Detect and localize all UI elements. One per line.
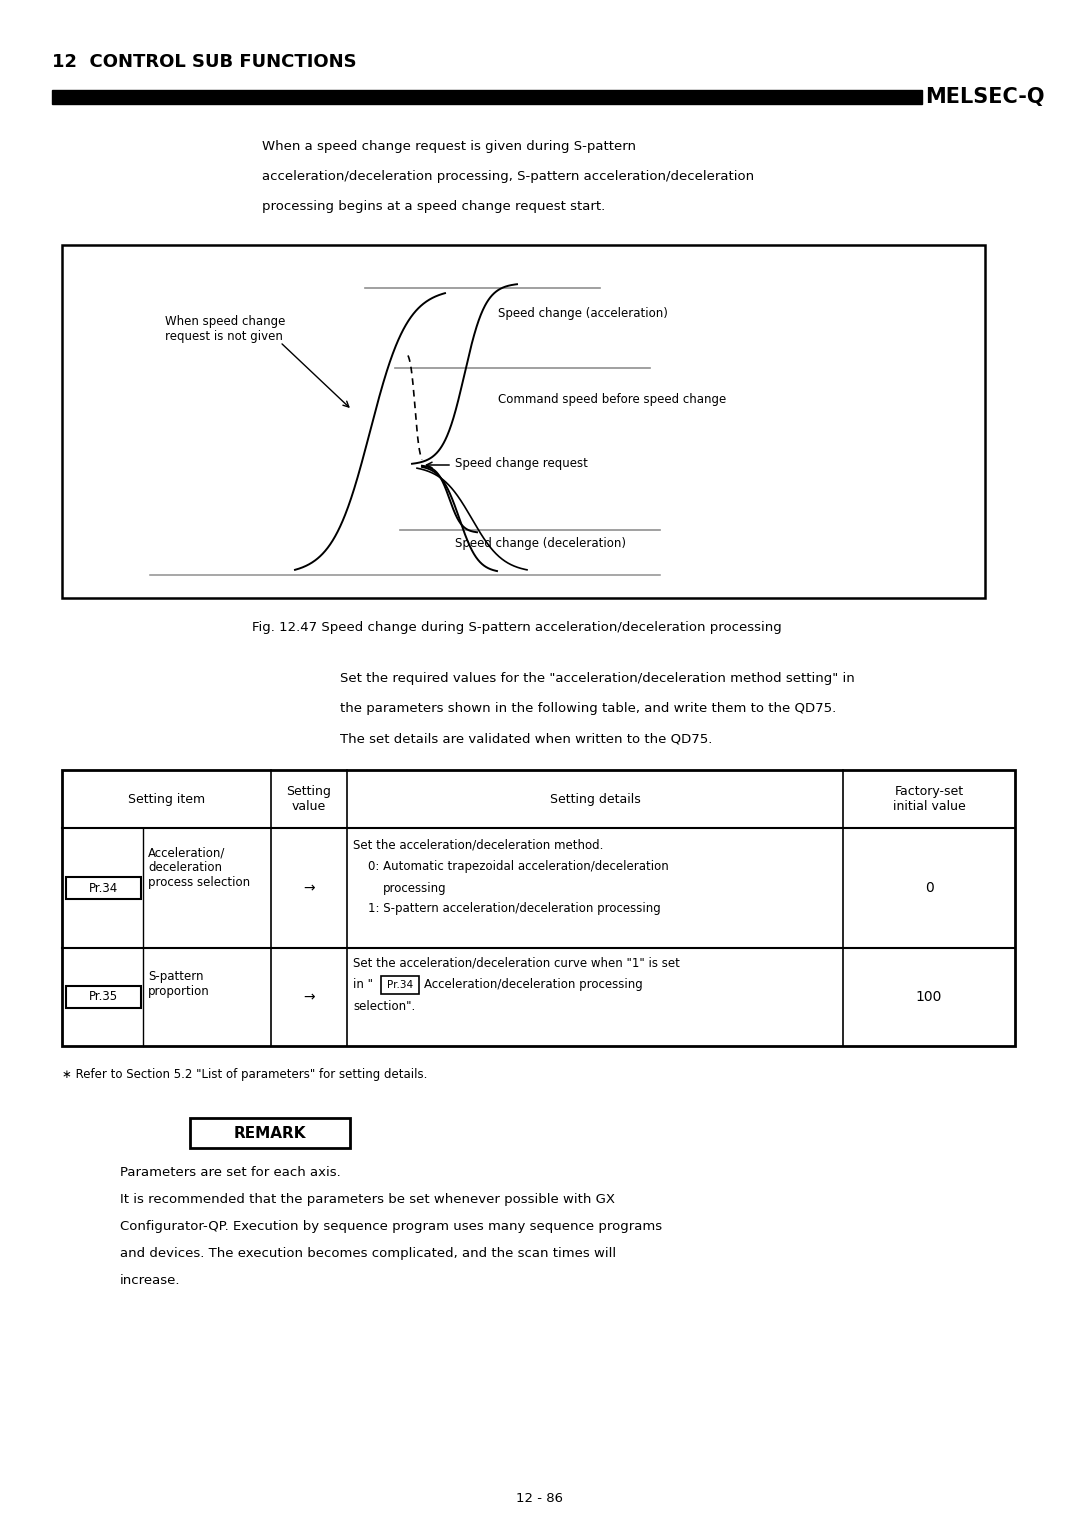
- Text: When a speed change request is given during S-pattern: When a speed change request is given dur…: [262, 141, 636, 153]
- Text: REMARK: REMARK: [233, 1126, 307, 1140]
- Text: Pr.34: Pr.34: [89, 882, 118, 894]
- Text: 0: 0: [924, 882, 933, 895]
- Text: Pr.35: Pr.35: [89, 990, 118, 1004]
- Text: Acceleration/
deceleration
process selection: Acceleration/ deceleration process selec…: [148, 847, 251, 889]
- Text: ∗ Refer to Section 5.2 "List of parameters" for setting details.: ∗ Refer to Section 5.2 "List of paramete…: [62, 1068, 428, 1080]
- Text: Factory-set
initial value: Factory-set initial value: [893, 785, 966, 813]
- Text: 12  CONTROL SUB FUNCTIONS: 12 CONTROL SUB FUNCTIONS: [52, 53, 356, 70]
- Text: Setting item: Setting item: [127, 793, 205, 805]
- Bar: [381, 976, 419, 995]
- Text: 0: Automatic trapezoidal acceleration/deceleration: 0: Automatic trapezoidal acceleration/de…: [368, 860, 669, 872]
- Text: Command speed before speed change: Command speed before speed change: [498, 394, 726, 406]
- Text: When speed change
request is not given: When speed change request is not given: [165, 315, 285, 342]
- Text: 100: 100: [916, 990, 942, 1004]
- Text: It is recommended that the parameters be set whenever possible with GX: It is recommended that the parameters be…: [120, 1193, 615, 1206]
- Text: MELSEC-Q: MELSEC-Q: [926, 87, 1045, 107]
- Text: Setting details: Setting details: [550, 793, 640, 805]
- Text: acceleration/deceleration processing, S-pattern acceleration/deceleration: acceleration/deceleration processing, S-…: [262, 170, 754, 183]
- Text: increase.: increase.: [120, 1274, 180, 1287]
- Bar: [52, 90, 922, 104]
- Text: Set the acceleration/deceleration curve when "1" is set: Set the acceleration/deceleration curve …: [353, 957, 680, 969]
- Text: Set the acceleration/deceleration method.: Set the acceleration/deceleration method…: [353, 837, 604, 851]
- Text: processing: processing: [383, 882, 447, 895]
- Text: and devices. The execution becomes complicated, and the scan times will: and devices. The execution becomes compl…: [120, 1247, 616, 1261]
- Text: Set the required values for the "acceleration/deceleration method setting" in: Set the required values for the "acceler…: [340, 672, 854, 685]
- Text: 12 - 86: 12 - 86: [516, 1491, 564, 1505]
- Text: 1: S-pattern acceleration/deceleration processing: 1: S-pattern acceleration/deceleration p…: [368, 902, 661, 915]
- Text: Speed change request: Speed change request: [455, 457, 588, 469]
- Bar: [62, 244, 985, 597]
- Text: Setting
value: Setting value: [286, 785, 332, 813]
- Text: Configurator-QP. Execution by sequence program uses many sequence programs: Configurator-QP. Execution by sequence p…: [120, 1219, 662, 1233]
- Text: →: →: [303, 882, 314, 895]
- Text: the parameters shown in the following table, and write them to the QD75.: the parameters shown in the following ta…: [340, 701, 836, 715]
- Text: Acceleration/deceleration processing: Acceleration/deceleration processing: [424, 978, 643, 992]
- Text: selection".: selection".: [353, 999, 415, 1013]
- Bar: [66, 986, 141, 1008]
- Text: processing begins at a speed change request start.: processing begins at a speed change requ…: [262, 200, 605, 212]
- Text: →: →: [303, 990, 314, 1004]
- Text: Pr.34: Pr.34: [387, 979, 413, 990]
- Bar: [62, 770, 1015, 1047]
- Text: Fig. 12.47 Speed change during S-pattern acceleration/deceleration processing: Fig. 12.47 Speed change during S-pattern…: [252, 620, 782, 634]
- Text: S-pattern
proportion: S-pattern proportion: [148, 970, 210, 998]
- Text: Speed change (deceleration): Speed change (deceleration): [455, 536, 626, 550]
- Bar: [190, 1118, 350, 1148]
- Text: Speed change (acceleration): Speed change (acceleration): [498, 307, 667, 319]
- Bar: [66, 877, 141, 898]
- Text: Parameters are set for each axis.: Parameters are set for each axis.: [120, 1166, 341, 1180]
- Text: The set details are validated when written to the QD75.: The set details are validated when writt…: [340, 732, 713, 746]
- Text: in ": in ": [353, 978, 373, 992]
